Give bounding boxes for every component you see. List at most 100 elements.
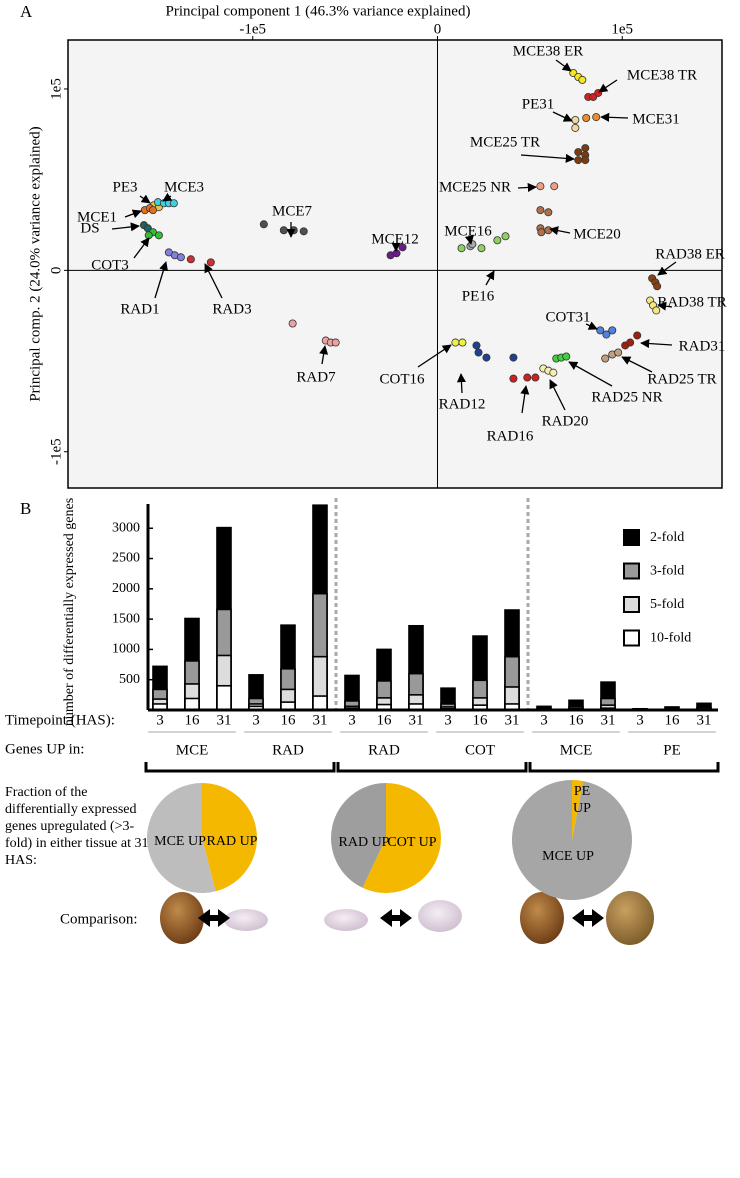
label-arrow xyxy=(549,226,571,236)
pie-label: RAD UP xyxy=(338,835,390,850)
fraction-text: Fraction of the differentially expressed… xyxy=(5,785,149,868)
label-arrow xyxy=(204,263,223,299)
group-label: MCE xyxy=(560,742,593,758)
pie-slice xyxy=(331,783,386,888)
pie-slice xyxy=(362,783,442,893)
point-label: RAD20 xyxy=(542,413,589,429)
x-tick-label: 16 xyxy=(377,712,393,728)
data-point xyxy=(206,258,215,267)
label-arrow xyxy=(640,338,673,349)
panel-label: A xyxy=(20,2,33,21)
legend-label: 5-fold xyxy=(650,597,684,612)
pie-slice xyxy=(572,780,584,840)
plot-area xyxy=(67,39,723,489)
data-point xyxy=(574,156,583,165)
label-arrow xyxy=(657,301,673,311)
data-point xyxy=(531,373,540,382)
x-tick-label: 31 xyxy=(601,712,616,728)
point-label: MCE31 xyxy=(632,111,680,127)
label-arrow xyxy=(568,361,613,387)
data-point xyxy=(653,282,662,291)
point-label: MCE16 xyxy=(444,223,492,239)
point-label: RAD1 xyxy=(120,301,159,317)
label-arrow xyxy=(133,237,150,259)
data-point xyxy=(458,338,467,347)
x-tick-label: 16 xyxy=(281,712,297,728)
data-point xyxy=(582,113,591,122)
point-label: RAD25 NR xyxy=(591,389,662,405)
point-label: COT31 xyxy=(546,309,591,325)
data-point xyxy=(176,253,185,262)
legend-label: 2-fold xyxy=(650,530,684,545)
x-tick-label: -1e5 xyxy=(239,21,266,37)
double-arrow xyxy=(572,909,604,927)
label-arrow xyxy=(485,270,495,286)
label-arrow xyxy=(417,344,452,368)
point-label: RAD25 TR xyxy=(647,371,716,387)
label-arrow xyxy=(520,385,530,414)
pie-label: MCE UP xyxy=(154,834,206,849)
label-arrow xyxy=(598,79,618,93)
data-point xyxy=(299,227,308,236)
legend-label: 3-fold xyxy=(650,564,684,579)
x-tick-label: 3 xyxy=(348,712,356,728)
data-point xyxy=(581,144,590,153)
legend-swatch xyxy=(623,629,640,647)
data-point xyxy=(474,348,483,357)
bar xyxy=(312,695,328,711)
seed-image xyxy=(224,909,268,931)
label-arrow xyxy=(600,112,629,122)
data-point xyxy=(549,368,558,377)
label-arrow xyxy=(657,261,677,276)
data-point xyxy=(602,330,611,339)
group-bracket xyxy=(528,762,720,773)
x-tick-label: 0 xyxy=(434,21,442,37)
y-axis-label: Principal comp. 2 (24.0% variance explai… xyxy=(27,126,43,401)
data-point xyxy=(536,182,545,191)
pie-slice xyxy=(202,783,257,892)
x-tick-label: 3 xyxy=(444,712,452,728)
x-axis-label: Timepoint (HAS): xyxy=(5,712,115,728)
label-arrow xyxy=(154,261,168,299)
seed-image xyxy=(606,891,654,945)
label-arrow xyxy=(621,356,653,373)
point-label: PE16 xyxy=(462,288,495,304)
label-arrow xyxy=(517,182,537,192)
data-point xyxy=(608,326,617,335)
x-tick-label: 3 xyxy=(252,712,260,728)
x-tick-label: 31 xyxy=(217,712,232,728)
label-arrow xyxy=(549,379,566,411)
double-arrow xyxy=(380,909,412,927)
data-point xyxy=(279,226,288,235)
data-point xyxy=(581,156,590,165)
data-point xyxy=(148,206,157,215)
y-axis-label: number of differentially expressed genes xyxy=(62,498,77,726)
label-arrow xyxy=(456,373,466,394)
group-axis-label: Genes UP in: xyxy=(5,741,84,757)
data-point xyxy=(509,374,518,383)
pie-label: RAD UP xyxy=(206,834,258,849)
seed-image xyxy=(324,909,368,931)
point-label: COT16 xyxy=(380,371,426,387)
x-tick-label: 31 xyxy=(409,712,424,728)
point-label: PE3 xyxy=(112,179,137,195)
group-bracket xyxy=(144,762,336,773)
x-tick-label: 16 xyxy=(569,712,585,728)
data-point xyxy=(259,220,268,229)
label-arrow xyxy=(124,209,142,219)
data-point xyxy=(482,353,491,362)
point-label: RAD3 xyxy=(212,301,251,317)
label-arrow xyxy=(319,345,329,365)
y-tick-label: 1e5 xyxy=(48,78,64,100)
point-label: RAD12 xyxy=(439,396,486,412)
label-arrow xyxy=(585,321,598,330)
bar xyxy=(216,684,232,711)
x-tick-label: 31 xyxy=(505,712,520,728)
point-label: RAD7 xyxy=(296,369,336,385)
label-arrow xyxy=(552,111,573,122)
data-point xyxy=(626,338,635,347)
data-point xyxy=(574,148,583,157)
x-tick-label: 16 xyxy=(665,712,681,728)
